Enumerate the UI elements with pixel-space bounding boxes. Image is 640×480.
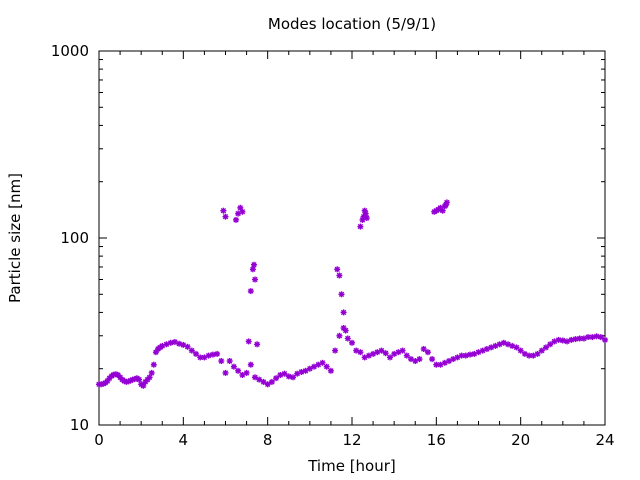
- data-point: [222, 213, 229, 220]
- data-point: [433, 361, 440, 368]
- data-point: [340, 309, 347, 316]
- data-point: [420, 346, 427, 352]
- data-point: [439, 207, 446, 214]
- chart-title: Modes location (5/9/1): [268, 15, 436, 33]
- data-point: [382, 350, 389, 357]
- data-point: [517, 347, 524, 354]
- data-point: [260, 378, 267, 385]
- data-point: [233, 216, 239, 223]
- data-point: [247, 288, 254, 295]
- x-tick-label: 12: [342, 431, 361, 449]
- data-point: [336, 332, 343, 339]
- y-tick-label: 10: [70, 416, 89, 434]
- data-point: [209, 351, 216, 358]
- data-point: [338, 291, 345, 298]
- data-point: [252, 276, 258, 283]
- data-point: [184, 343, 191, 350]
- data-point: [226, 358, 233, 364]
- data-point: [247, 361, 254, 368]
- data-point: [214, 350, 221, 357]
- data-point: [148, 369, 155, 376]
- data-point: [188, 347, 195, 354]
- data-point: [319, 359, 326, 366]
- x-tick-label: 20: [511, 431, 530, 449]
- data-point: [193, 350, 199, 357]
- data-point: [252, 374, 258, 381]
- data-point: [543, 344, 549, 351]
- data-point: [218, 358, 225, 364]
- data-point: [526, 352, 533, 359]
- data-point: [344, 335, 351, 342]
- data-point: [349, 339, 355, 346]
- data-point: [363, 215, 370, 221]
- data-point: [378, 347, 385, 354]
- data-point: [403, 352, 410, 359]
- data-point: [513, 344, 520, 351]
- data-point: [290, 374, 296, 381]
- data-point: [602, 336, 608, 343]
- data-point: [256, 376, 263, 383]
- x-tick-label: 4: [179, 431, 189, 449]
- y-tick-label: 1000: [51, 42, 89, 60]
- data-point: [235, 210, 242, 217]
- data-point: [176, 340, 183, 347]
- data-point: [136, 376, 143, 383]
- x-tick-label: 24: [595, 431, 614, 449]
- data-point: [357, 349, 364, 356]
- data-point: [264, 381, 271, 388]
- data-point: [597, 334, 604, 341]
- data-point: [334, 266, 341, 273]
- x-tick-label: 8: [263, 431, 273, 449]
- data-point: [235, 367, 242, 374]
- y-axis-label: Particle size [nm]: [6, 173, 24, 303]
- data-point: [547, 341, 554, 348]
- data-point: [254, 341, 261, 348]
- data-point: [249, 266, 256, 273]
- y-axis-ticks: 10 100 1000: [51, 42, 605, 434]
- data-point: [443, 199, 450, 206]
- data-point: [416, 356, 423, 363]
- data-point: [150, 361, 157, 368]
- data-point: [251, 261, 257, 268]
- plot-frame: [98, 50, 606, 426]
- data-point: [332, 347, 339, 354]
- data-point: [222, 369, 229, 376]
- data-point: [205, 352, 212, 359]
- data-point: [357, 223, 364, 230]
- data-point: [281, 370, 288, 377]
- data-point: [467, 351, 474, 358]
- plot-border: [98, 50, 606, 426]
- data-point: [429, 356, 436, 363]
- data-points: [96, 199, 608, 389]
- data-point: [243, 369, 250, 376]
- x-tick-label: 0: [94, 431, 104, 449]
- data-point: [285, 373, 292, 380]
- data-point: [538, 347, 545, 354]
- x-axis-ticks: 0 4 8 12 16 20 24: [94, 51, 615, 449]
- x-axis-label: Time [hour]: [307, 457, 396, 475]
- data-point: [399, 347, 406, 354]
- data-point: [387, 354, 393, 361]
- data-point: [327, 367, 334, 374]
- data-point: [323, 363, 330, 370]
- x-tick-label: 16: [427, 431, 446, 449]
- y-tick-label: 100: [60, 229, 89, 247]
- data-point: [576, 335, 583, 342]
- data-point: [336, 272, 343, 279]
- data-point: [239, 208, 246, 215]
- data-point: [268, 378, 275, 385]
- data-point: [534, 350, 541, 357]
- data-point: [273, 375, 280, 382]
- data-point: [230, 363, 237, 370]
- data-point: [424, 349, 431, 356]
- data-point: [462, 352, 469, 359]
- data-point: [362, 210, 369, 217]
- data-point: [220, 207, 227, 214]
- data-point: [245, 338, 252, 345]
- data-point: [342, 327, 349, 334]
